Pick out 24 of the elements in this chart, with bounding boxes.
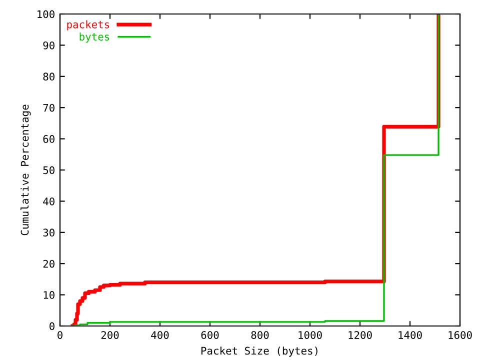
y-tick-label: 90 <box>43 41 54 50</box>
x-tick-label: 200 <box>101 331 119 339</box>
y-axis-title: Cumulative Percentage <box>20 104 31 236</box>
legend-label: packets <box>67 20 110 30</box>
y-tick-label: 0 <box>50 322 54 330</box>
y-tick-label: 50 <box>43 166 54 174</box>
y-tick-label: 40 <box>43 197 54 206</box>
y-tick-label: 60 <box>43 135 54 143</box>
y-tick-label: 80 <box>43 72 54 81</box>
y-tick-label: 100 <box>38 10 54 18</box>
x-tick-label: 800 <box>251 331 269 339</box>
y-tick-label: 30 <box>43 228 54 237</box>
x-axis-title: Packet Size (bytes) <box>201 346 318 357</box>
y-tick-label: 20 <box>43 260 54 268</box>
legend-label: bytes <box>80 32 110 43</box>
x-tick-label: 1400 <box>398 331 422 339</box>
x-tick-label: 0 <box>58 331 62 339</box>
x-tick-label: 1000 <box>298 331 322 339</box>
y-tick-label: 70 <box>43 104 54 112</box>
x-tick-label: 400 <box>151 331 169 339</box>
x-tick-label: 1600 <box>448 331 472 339</box>
y-tick-label: 10 <box>44 291 54 299</box>
x-tick-label: 1200 <box>348 331 372 339</box>
x-tick-label: 600 <box>201 331 219 339</box>
